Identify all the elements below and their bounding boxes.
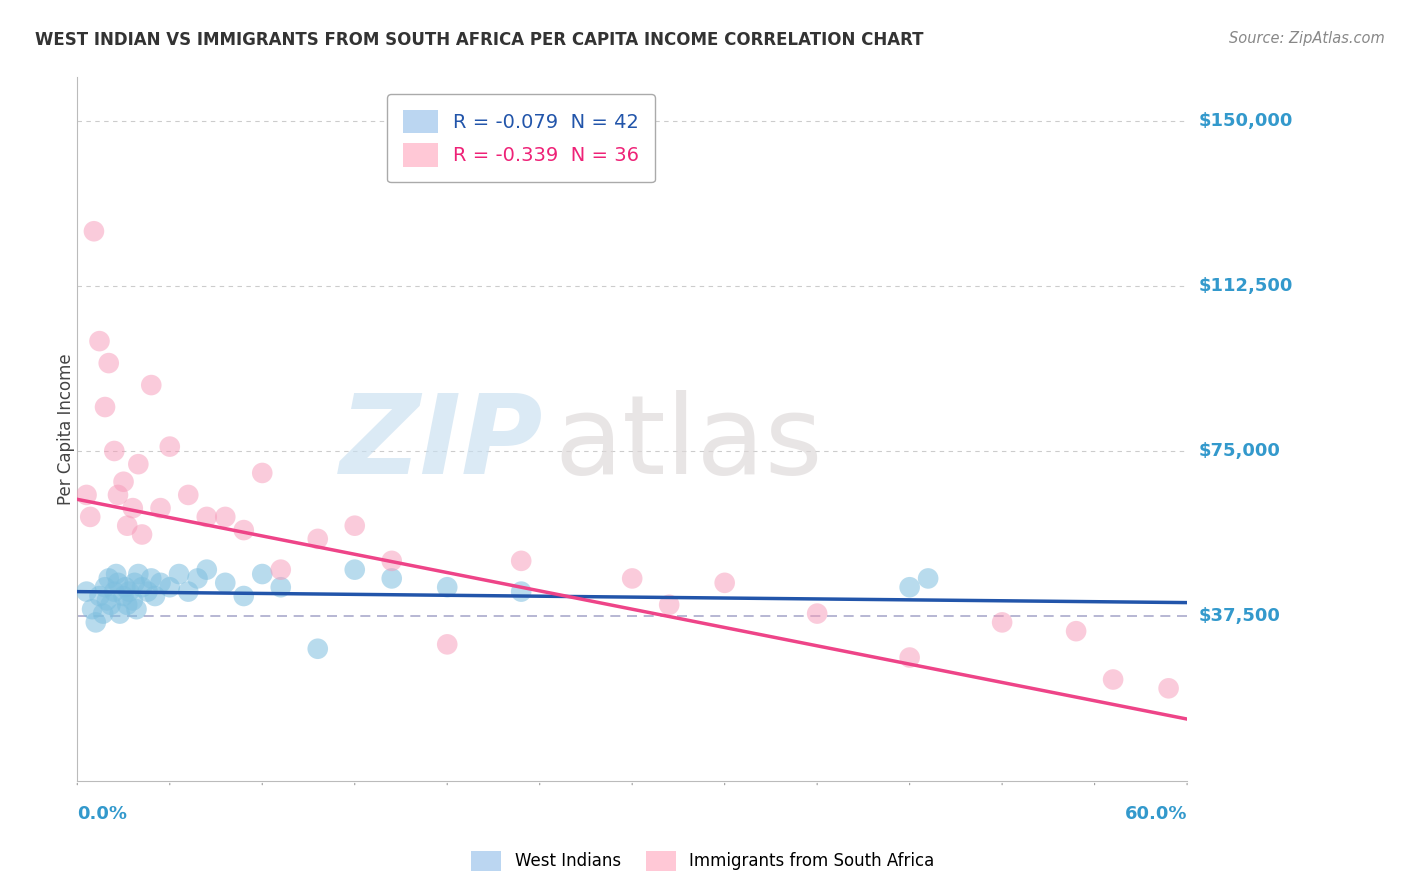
Point (1102, 673, 1125, 687)
Text: $37,500: $37,500 (1198, 607, 1279, 624)
Point (105, 567, 128, 582)
Point (214, 509, 236, 524)
Point (124, 575, 146, 590)
Point (118, 584, 141, 599)
Point (97, 356, 120, 370)
Point (381, 554, 404, 568)
Point (159, 580, 181, 594)
Point (107, 575, 129, 590)
Point (307, 641, 329, 656)
Point (103, 584, 125, 599)
Point (898, 580, 921, 594)
Text: $150,000: $150,000 (1198, 112, 1292, 130)
Point (195, 509, 218, 524)
Point (136, 584, 159, 599)
Point (131, 527, 153, 541)
Point (108, 607, 131, 621)
Point (214, 575, 236, 590)
Point (917, 571, 939, 585)
Point (232, 589, 254, 603)
Point (510, 584, 533, 599)
Point (79, 509, 101, 524)
Point (307, 532, 329, 546)
Point (121, 593, 143, 607)
Point (76, 584, 98, 599)
Point (270, 580, 292, 594)
Text: $112,500: $112,500 (1198, 277, 1292, 295)
Point (186, 571, 208, 585)
Text: ZIP: ZIP (340, 390, 543, 497)
Text: $75,000: $75,000 (1198, 442, 1279, 460)
Point (131, 580, 153, 594)
Point (177, 488, 200, 502)
Point (143, 589, 166, 603)
Point (252, 466, 274, 480)
Point (94, 400, 117, 414)
Point (94, 580, 117, 594)
Point (114, 580, 136, 594)
Point (84, 615, 107, 630)
Text: Source: ZipAtlas.com: Source: ZipAtlas.com (1229, 31, 1385, 46)
Point (159, 440, 181, 454)
Point (270, 563, 292, 577)
Text: 60.0%: 60.0% (1125, 805, 1187, 823)
Point (1064, 624, 1087, 639)
Point (97, 571, 120, 585)
Point (510, 554, 533, 568)
Point (343, 518, 366, 533)
Point (232, 523, 254, 537)
Point (115, 598, 138, 612)
Point (898, 650, 921, 665)
Point (381, 571, 404, 585)
Point (167, 567, 190, 582)
Point (252, 567, 274, 582)
Point (96, 593, 118, 607)
Point (127, 567, 149, 582)
Text: atlas: atlas (554, 390, 823, 497)
Point (141, 571, 163, 585)
Legend: West Indians, Immigrants from South Africa: West Indians, Immigrants from South Afri… (463, 842, 943, 880)
Point (121, 501, 143, 516)
Point (89, 334, 111, 348)
Point (115, 518, 138, 533)
Point (658, 598, 681, 612)
Point (112, 475, 135, 489)
Point (195, 563, 218, 577)
Point (713, 575, 735, 590)
Point (91, 607, 114, 621)
Point (1157, 681, 1180, 696)
Point (103, 444, 125, 458)
Text: WEST INDIAN VS IMMIGRANTS FROM SOUTH AFRICA PER CAPITA INCOME CORRELATION CHART: WEST INDIAN VS IMMIGRANTS FROM SOUTH AFR… (35, 31, 924, 49)
Point (83, 224, 105, 238)
Point (436, 637, 458, 651)
Point (141, 378, 163, 392)
Point (149, 575, 172, 590)
Point (125, 602, 148, 616)
Point (436, 580, 458, 594)
Point (80, 602, 103, 616)
Point (149, 501, 172, 516)
Point (127, 457, 149, 471)
Point (107, 488, 129, 502)
Text: 0.0%: 0.0% (77, 805, 128, 823)
Point (343, 563, 366, 577)
Y-axis label: Per Capita Income: Per Capita Income (58, 353, 75, 505)
Point (76, 488, 98, 502)
Point (100, 598, 122, 612)
Point (112, 589, 135, 603)
Point (806, 607, 828, 621)
Point (177, 584, 200, 599)
Legend: R = -0.079  N = 42, R = -0.339  N = 36: R = -0.079 N = 42, R = -0.339 N = 36 (388, 95, 655, 183)
Point (621, 571, 644, 585)
Point (89, 589, 111, 603)
Point (991, 615, 1014, 630)
